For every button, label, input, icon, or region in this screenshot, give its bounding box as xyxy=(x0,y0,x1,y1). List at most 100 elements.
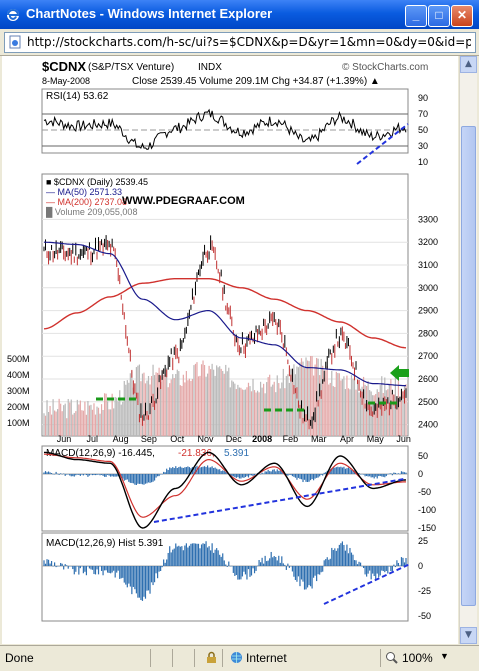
hist-bar xyxy=(375,566,377,581)
macd-hist-bar xyxy=(140,474,142,484)
macd-hist-bar xyxy=(158,474,160,477)
scroll-thumb[interactable] xyxy=(461,126,476,606)
macd-hist-bar xyxy=(362,474,365,475)
maximize-button[interactable]: □ xyxy=(428,5,450,27)
volume-bar xyxy=(161,369,163,436)
macd-hist-bar xyxy=(364,474,366,477)
scroll-down-button[interactable]: ▼ xyxy=(460,627,477,644)
hist-bar xyxy=(250,566,253,576)
vertical-scrollbar[interactable]: ▲ ▼ xyxy=(459,56,477,644)
volume-bar xyxy=(364,384,366,436)
macd-hist-bar xyxy=(64,474,66,476)
macd-hist-bar xyxy=(361,473,363,475)
hist-bar xyxy=(382,566,384,572)
volume-bar xyxy=(76,399,78,436)
macd-hist-bar xyxy=(299,474,301,479)
volume-bar xyxy=(269,374,271,436)
hist-bar xyxy=(176,546,178,566)
price-panel: ■ $CDNX (Daily) 2539.45— MA(50) 2571.33—… xyxy=(7,173,438,437)
volume-bar xyxy=(58,398,60,436)
macd-hist-bar xyxy=(182,467,184,474)
macd-hist-bar xyxy=(107,474,109,475)
minimize-button[interactable]: _ xyxy=(405,5,427,27)
volume-bar xyxy=(379,385,381,436)
macd-hist-bar xyxy=(220,471,222,474)
volume-bar xyxy=(146,380,148,436)
hist-bar xyxy=(369,566,371,571)
macd-hist-bar xyxy=(393,472,395,474)
macd-hist-bar xyxy=(385,474,387,477)
hist-bar xyxy=(178,545,180,566)
zoom-dropdown-icon[interactable]: ▼ xyxy=(440,651,449,661)
volume-bar xyxy=(178,371,180,436)
macd-hist-bar xyxy=(225,471,227,474)
macd-hist-bar xyxy=(346,468,348,474)
month-label: May xyxy=(367,434,385,444)
hist-tick-label: 25 xyxy=(418,536,428,546)
hist-bar xyxy=(308,566,310,586)
volume-bar xyxy=(214,375,216,436)
volume-bar xyxy=(184,382,186,436)
volume-bar xyxy=(73,412,75,436)
macd-hist-bar xyxy=(244,474,247,478)
title-bar[interactable]: ChartNotes - Windows Internet Explorer _… xyxy=(0,0,479,29)
hist-bar xyxy=(214,549,216,566)
volume-tick-label: 100M xyxy=(7,418,30,428)
volume-bar xyxy=(332,386,334,436)
macd-hist-bar xyxy=(300,474,303,480)
macd-hist-bar xyxy=(141,474,144,485)
hist-bar xyxy=(309,566,312,587)
hist-bar xyxy=(222,553,224,566)
hist-bar xyxy=(206,547,209,566)
volume-bar xyxy=(270,386,272,436)
macd-hist-bar xyxy=(217,469,219,474)
address-field[interactable]: http://stockcharts.com/h-sc/ui?s=$CDNX&p… xyxy=(4,32,476,53)
macd-hist-bar xyxy=(231,474,233,477)
volume-bar xyxy=(126,380,128,436)
macd-hist-bar xyxy=(128,474,130,482)
volume-bar xyxy=(143,372,145,436)
month-label: Dec xyxy=(226,434,243,444)
hist-bar xyxy=(94,566,97,575)
volume-bar xyxy=(382,392,384,436)
hist-bar xyxy=(141,566,144,601)
macd-hist-bar xyxy=(252,474,254,477)
hist-bar xyxy=(403,562,406,566)
price-tick-label: 3300 xyxy=(418,214,438,224)
macd-hist-bar xyxy=(381,474,383,477)
macd-hist-bar xyxy=(203,466,206,474)
hist-bar xyxy=(311,566,313,589)
macd-hist-bar xyxy=(187,466,189,474)
macd-hist-bar xyxy=(170,468,172,474)
macd-hist-bar xyxy=(166,468,168,474)
hist-bar xyxy=(350,552,353,566)
hist-bar xyxy=(397,562,400,566)
price-tick-label: 2500 xyxy=(418,397,438,407)
scroll-up-button[interactable]: ▲ xyxy=(460,56,477,73)
hist-bar xyxy=(91,566,94,570)
hist-bar xyxy=(270,551,272,566)
hist-bar xyxy=(69,566,71,567)
hist-bar xyxy=(90,566,92,570)
macd-label: MACD(12,26,9) -16.445, xyxy=(46,448,155,459)
hist-bar xyxy=(43,560,45,566)
hist-label: MACD(12,26,9) Hist 5.391 xyxy=(46,538,164,549)
hist-bar xyxy=(61,563,63,566)
macd-hist-bar xyxy=(44,471,47,474)
macd-hist-bar xyxy=(126,474,128,480)
volume-bar xyxy=(84,401,86,436)
hist-bar xyxy=(197,543,200,566)
hist-bar xyxy=(44,563,47,566)
page-icon xyxy=(9,35,21,49)
macd-hist-bar xyxy=(146,474,148,484)
month-axis: Jun Jul Aug Sep Oct Nov Dec 2008 Feb Mar Apr May Jun xyxy=(57,434,411,444)
zoom-level[interactable]: 100% xyxy=(402,651,433,665)
hist-bar xyxy=(379,566,381,576)
macd-hist-bar xyxy=(173,468,175,474)
hist-bar xyxy=(275,556,277,566)
macd-hist-bar xyxy=(116,474,118,477)
hist-bar xyxy=(297,566,300,577)
hist-bar xyxy=(194,543,197,566)
macd-hist-bar xyxy=(285,474,287,475)
close-button[interactable]: ✕ xyxy=(451,5,473,27)
